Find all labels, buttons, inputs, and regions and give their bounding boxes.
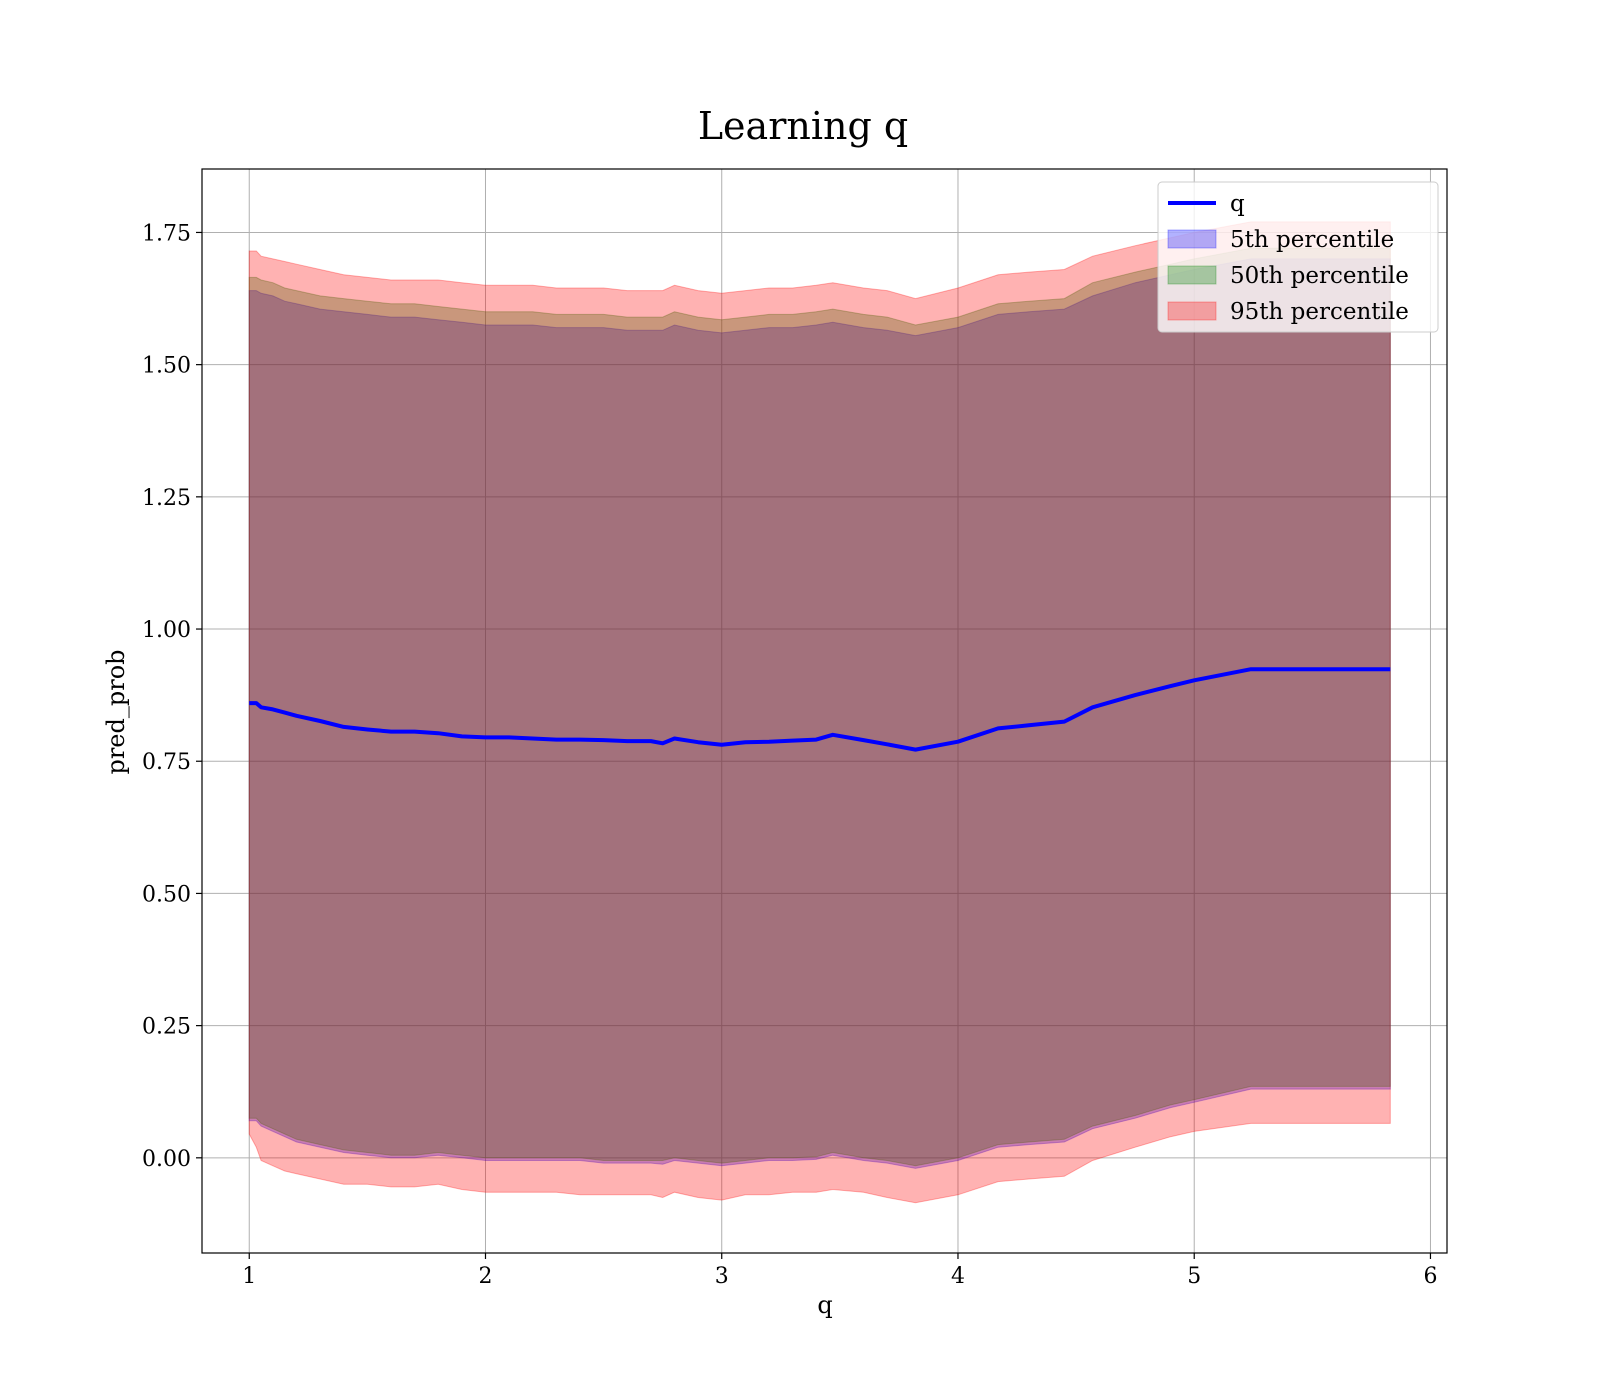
chart-title: Learning q xyxy=(698,104,908,148)
x-tick-label: 6 xyxy=(1423,1264,1437,1289)
band-layer xyxy=(248,221,1391,1204)
legend-label: 50th percentile xyxy=(1230,263,1409,289)
tick-layer: 1 2 3 4 5 6 0.00 0.25 0.50 0.75 1.00 1.25 1.50 1.75 xyxy=(142,221,1437,1289)
legend-label: q xyxy=(1230,191,1245,217)
x-tick-label: 5 xyxy=(1187,1264,1201,1289)
band-95th-percentile xyxy=(248,221,1391,1204)
legend-swatch xyxy=(1167,301,1217,321)
x-tick-label: 2 xyxy=(478,1264,492,1289)
legend-box xyxy=(1157,181,1439,333)
legend-swatch xyxy=(1167,229,1217,249)
y-tick-label: 1.75 xyxy=(142,221,191,246)
x-axis-label: q xyxy=(817,1291,832,1319)
y-tick-label: 0.75 xyxy=(142,750,191,775)
y-axis-label: pred_prob xyxy=(102,649,130,774)
line-q xyxy=(249,667,1391,752)
x-tick-label: 3 xyxy=(715,1264,729,1289)
legend-label: 95th percentile xyxy=(1230,299,1409,325)
x-tick-label: 4 xyxy=(951,1264,965,1289)
band-5th-percentile xyxy=(248,258,1391,1169)
line-layer xyxy=(249,667,1391,752)
y-tick-label: 1.25 xyxy=(142,486,191,511)
plot-frame xyxy=(201,168,1448,1254)
y-tick-label: 1.50 xyxy=(142,354,191,379)
y-tick-label: 1.00 xyxy=(142,618,191,643)
y-tick-label: 0.50 xyxy=(142,882,191,907)
legend: q 5th percentile 50th percentile 95th perce… xyxy=(1157,181,1439,333)
legend-swatch xyxy=(1167,265,1217,285)
x-tick-label: 1 xyxy=(242,1264,256,1289)
band-50th-percentile xyxy=(248,247,1391,1167)
y-tick-label: 0.00 xyxy=(142,1147,191,1172)
legend-label: 5th percentile xyxy=(1230,227,1394,253)
y-tick-label: 0.25 xyxy=(142,1015,191,1040)
